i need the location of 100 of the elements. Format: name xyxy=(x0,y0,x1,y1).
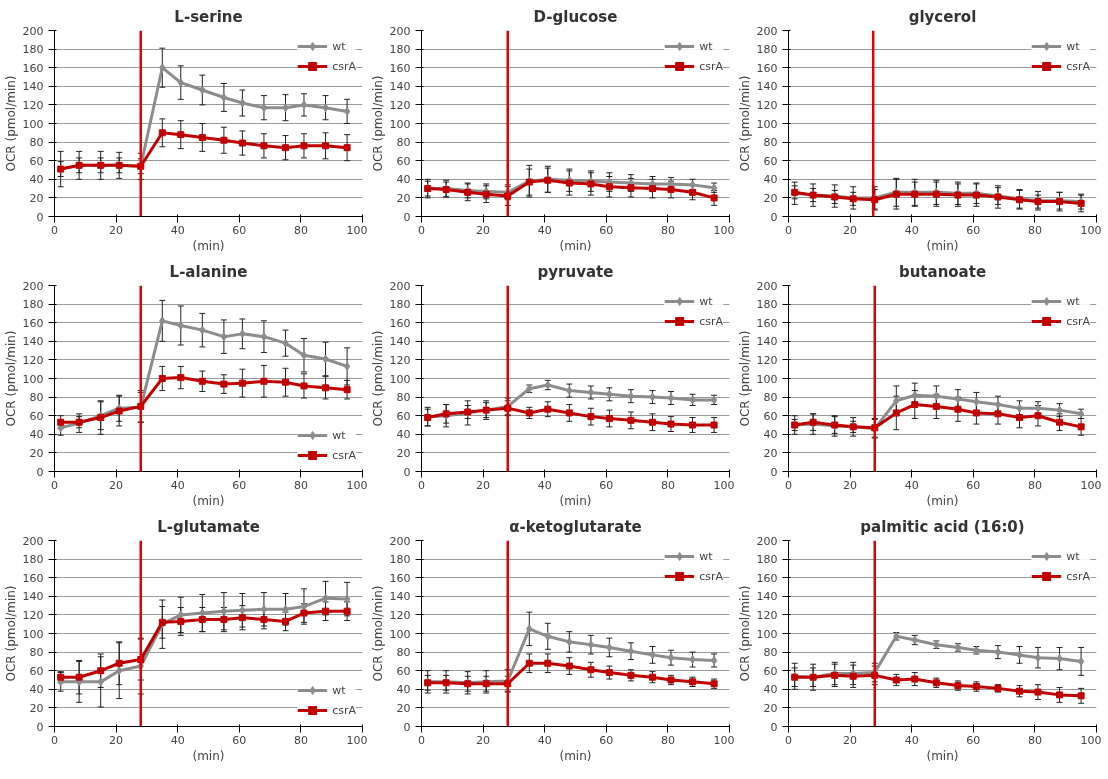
x-tick-label: 100 xyxy=(1080,478,1102,492)
x-tick-label: 0 xyxy=(418,733,425,747)
y-tick-label: 200 xyxy=(756,24,778,38)
y-tick-label: 20 xyxy=(29,191,44,205)
y-tick-label: 80 xyxy=(29,391,44,405)
y-tick-label: 0 xyxy=(770,720,778,734)
x-tick-label: 0 xyxy=(785,478,792,492)
y-tick-label: 80 xyxy=(763,136,778,150)
y-tick-label: 120 xyxy=(389,353,411,367)
y-tick-label: 40 xyxy=(763,428,778,442)
x-tick-label: 40 xyxy=(904,223,919,237)
y-axis-title: OCR (pmol/min) xyxy=(370,75,385,172)
x-tick-label: 80 xyxy=(293,478,308,492)
x-tick-label: 100 xyxy=(346,733,368,747)
x-tick-label: 20 xyxy=(476,223,491,237)
y-tick-label: 100 xyxy=(389,117,411,131)
x-tick-label: 60 xyxy=(232,223,247,237)
y-tick-label: 40 xyxy=(29,683,44,697)
y-tick-label: 180 xyxy=(389,43,411,57)
y-axis-title: OCR (pmol/min) xyxy=(3,585,18,682)
y-tick-label: 60 xyxy=(763,664,778,678)
y-tick-label: 120 xyxy=(756,608,778,622)
y-tick-label: 160 xyxy=(756,571,778,585)
x-tick-label: 100 xyxy=(713,733,735,747)
legend-label: csrA xyxy=(332,448,356,462)
legend-label: wt xyxy=(699,549,714,563)
y-tick-label: 80 xyxy=(396,646,411,660)
y-tick-label: 120 xyxy=(389,608,411,622)
y-tick-label: 160 xyxy=(389,316,411,330)
y-tick-label: 120 xyxy=(389,98,411,112)
y-tick-label: 40 xyxy=(29,428,44,442)
y-tick-label: 60 xyxy=(763,154,778,168)
y-tick-label: 100 xyxy=(756,372,778,386)
y-tick-label: 40 xyxy=(396,428,411,442)
x-tick-label: 100 xyxy=(1080,733,1102,747)
y-tick-label: 120 xyxy=(22,353,44,367)
legend-label: csrA xyxy=(332,703,356,717)
legend-label: csrA xyxy=(699,59,723,73)
x-tick-label: 80 xyxy=(660,733,675,747)
y-tick-label: 0 xyxy=(403,720,411,734)
y-tick-label: 160 xyxy=(22,61,44,75)
y-tick-label: 160 xyxy=(22,571,44,585)
y-tick-label: 20 xyxy=(396,191,411,205)
x-tick-label: 40 xyxy=(170,478,185,492)
y-tick-label: 120 xyxy=(22,98,44,112)
y-tick-label: 60 xyxy=(396,664,411,678)
x-axis-title: (min) xyxy=(559,748,592,763)
x-tick-label: 0 xyxy=(418,223,425,237)
x-tick-label: 20 xyxy=(109,733,124,747)
x-axis-title: (min) xyxy=(192,748,225,763)
y-tick-label: 200 xyxy=(22,279,44,293)
y-tick-label: 160 xyxy=(756,61,778,75)
y-axis-title: OCR (pmol/min) xyxy=(737,585,752,682)
x-tick-label: 100 xyxy=(346,478,368,492)
x-tick-label: 40 xyxy=(537,223,552,237)
y-tick-label: 60 xyxy=(29,409,44,423)
y-tick-label: 0 xyxy=(770,210,778,224)
y-tick-label: 100 xyxy=(22,117,44,131)
y-tick-label: 60 xyxy=(396,154,411,168)
x-tick-label: 60 xyxy=(599,478,614,492)
y-tick-label: 160 xyxy=(756,316,778,330)
y-tick-label: 20 xyxy=(29,446,44,460)
x-tick-label: 20 xyxy=(109,478,124,492)
chart-title: pyruvate xyxy=(537,262,614,281)
x-tick-label: 0 xyxy=(418,478,425,492)
chart-title: L-glutamate xyxy=(157,517,260,536)
x-tick-label: 0 xyxy=(785,733,792,747)
y-tick-label: 80 xyxy=(29,136,44,150)
y-tick-label: 160 xyxy=(389,571,411,585)
y-tick-label: 140 xyxy=(756,335,778,349)
x-axis-title: (min) xyxy=(559,493,592,508)
y-tick-label: 200 xyxy=(389,534,411,548)
legend-label: csrA xyxy=(699,569,723,583)
chart-title: palmitic acid (16:0) xyxy=(860,517,1025,536)
y-tick-label: 140 xyxy=(756,80,778,94)
y-tick-label: 60 xyxy=(29,664,44,678)
y-tick-label: 40 xyxy=(763,683,778,697)
x-axis-title: (min) xyxy=(926,493,959,508)
y-tick-label: 180 xyxy=(22,298,44,312)
x-tick-label: 0 xyxy=(51,733,58,747)
y-tick-label: 0 xyxy=(36,465,44,479)
x-axis-title: (min) xyxy=(192,238,225,253)
x-tick-label: 80 xyxy=(293,733,308,747)
y-axis-title: OCR (pmol/min) xyxy=(737,75,752,172)
x-tick-label: 60 xyxy=(966,478,981,492)
y-axis-title: OCR (pmol/min) xyxy=(370,330,385,427)
x-tick-label: 40 xyxy=(904,733,919,747)
y-tick-label: 20 xyxy=(396,701,411,715)
y-tick-label: 80 xyxy=(763,391,778,405)
x-tick-label: 60 xyxy=(599,223,614,237)
x-tick-label: 80 xyxy=(1027,478,1042,492)
chart-title: L-alanine xyxy=(169,262,248,281)
y-tick-label: 120 xyxy=(756,98,778,112)
legend-label: wt xyxy=(699,294,714,308)
x-tick-label: 80 xyxy=(293,223,308,237)
y-tick-label: 140 xyxy=(389,80,411,94)
chart-title: D-glucose xyxy=(533,7,618,26)
x-tick-label: 80 xyxy=(660,223,675,237)
chart-title: L-serine xyxy=(174,7,243,26)
y-tick-label: 0 xyxy=(403,210,411,224)
